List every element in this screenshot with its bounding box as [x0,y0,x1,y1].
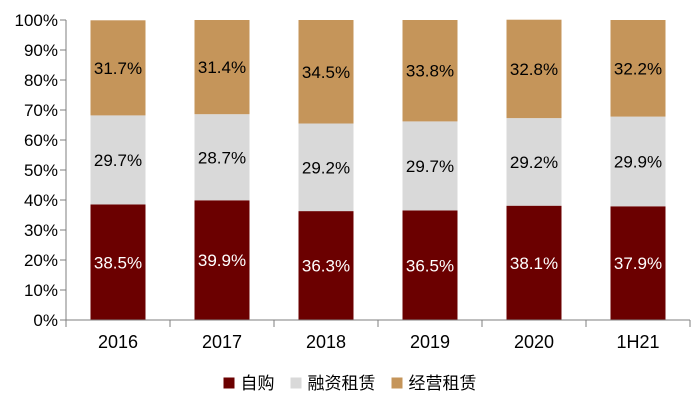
data-label: 39.9% [198,251,246,270]
y-tick-label: 30% [24,221,58,240]
legend-label: 经营租赁 [409,374,477,394]
y-tick-label: 50% [24,161,58,180]
y-tick-label: 70% [24,101,58,120]
y-tick-label: 90% [24,41,58,60]
bar-segment-operating-lease [402,20,458,122]
data-label: 38.1% [510,254,558,273]
legend: 自购 融资租赁 经营租赁 [223,374,477,394]
data-label: 29.2% [302,158,350,177]
y-tick-label: 10% [24,281,58,300]
bar-segment-self-purchase [610,206,666,320]
data-label: 29.7% [406,157,454,176]
y-tick-label: 60% [24,131,58,150]
data-label: 32.2% [614,59,662,78]
y-tick-label: 100% [15,11,58,30]
y-tick-label: 40% [24,191,58,210]
data-label: 29.9% [614,152,662,171]
data-label: 34.5% [302,63,350,82]
data-label: 29.7% [94,151,142,170]
bar-segment-self-purchase [506,205,562,320]
legend-label: 自购 [241,374,275,394]
bar-segment-self-purchase [194,200,250,320]
bar-segment-self-purchase [90,204,146,320]
bar-segment-operating-lease [90,20,146,116]
data-label: 37.9% [614,254,662,273]
y-tick-label: 80% [24,71,58,90]
data-label: 38.5% [94,253,142,272]
bar-segment-finance-lease [298,123,354,212]
bar-segment-finance-lease [506,118,562,206]
legend-swatch [391,377,403,389]
bar-segment-finance-lease [194,114,250,201]
bar-segment-operating-lease [610,20,666,117]
x-tick-label: 2016 [98,332,138,352]
bar-segment-self-purchase [298,211,354,320]
data-label: 31.7% [94,59,142,78]
data-label: 28.7% [198,148,246,167]
data-label: 36.3% [302,257,350,276]
legend-label: 融资租赁 [308,374,376,394]
data-label: 33.8% [406,62,454,81]
bars: 38.5% 29.7% 31.7% 39.9% 28.7% 31.4% 36.3% 29.2%… [90,19,666,320]
y-axis: 0% 10% 20% 30% 40% 50% 60% 70% 80% 90% 100% [15,11,67,330]
x-tick-label: 2019 [410,332,450,352]
data-label: 32.8% [510,60,558,79]
data-label: 29.2% [510,153,558,172]
legend-swatch [290,377,302,389]
x-tick-label: 2018 [306,332,346,352]
bar-segment-operating-lease [298,20,354,124]
bar-segment-finance-lease [90,115,146,205]
y-tick-label: 0% [33,311,58,330]
data-label: 31.4% [198,58,246,77]
x-axis: 2016 2017 2018 2019 2020 1H21 [65,319,691,352]
bar-segment-self-purchase [402,210,458,320]
x-tick-label: 2020 [514,332,554,352]
legend-swatch [223,377,235,389]
data-label: 36.5% [406,256,454,275]
y-tick-label: 20% [24,251,58,270]
bar-segment-operating-lease [506,19,562,119]
x-tick-label: 1H21 [616,332,659,352]
x-tick-label: 2017 [202,332,242,352]
bar-segment-finance-lease [610,116,666,207]
bar-segment-finance-lease [402,121,458,211]
bar-segment-operating-lease [194,20,250,115]
